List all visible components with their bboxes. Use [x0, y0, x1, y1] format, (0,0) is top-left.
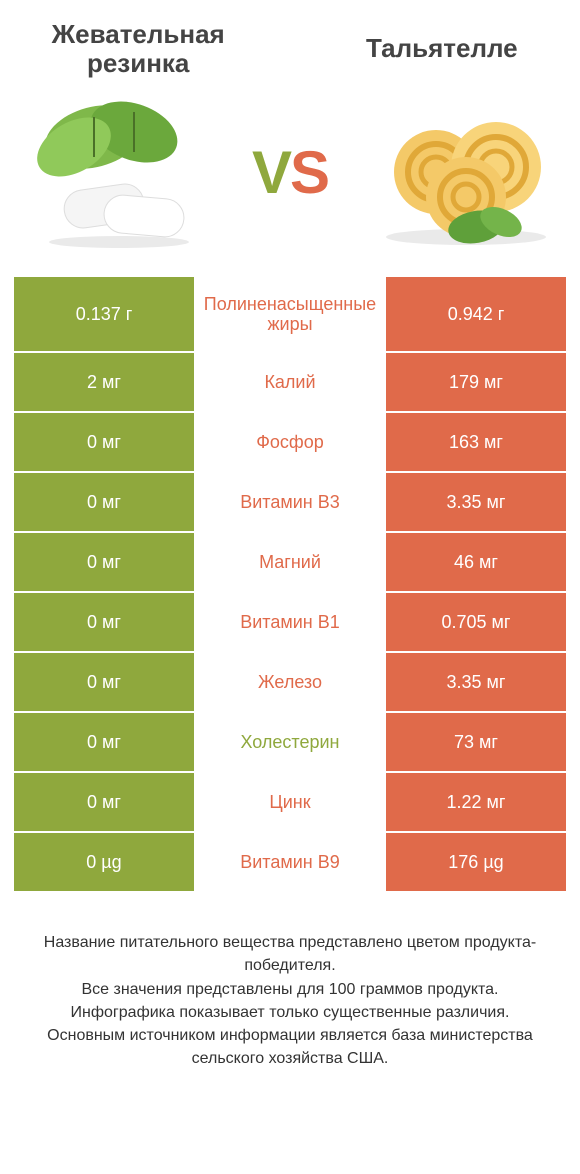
left-product-image	[14, 92, 214, 252]
comparison-table: 0.137 гПолиненасыщенные жиры0.942 г2 мгК…	[14, 277, 566, 891]
nutrient-label-cell: Витамин B9	[194, 833, 386, 891]
right-value-cell: 0.942 г	[386, 277, 566, 351]
table-row: 0 мгМагний46 мг	[14, 533, 566, 591]
nutrient-label-cell: Витамин B3	[194, 473, 386, 531]
right-product-image	[366, 92, 566, 252]
images-row: VS	[14, 92, 566, 252]
right-value-cell: 0.705 мг	[386, 593, 566, 651]
vs-v: V	[252, 139, 290, 206]
left-value-cell: 0 мг	[14, 473, 194, 531]
footer-line: Название питательного вещества представл…	[24, 931, 556, 977]
nutrient-label-cell: Полиненасыщенные жиры	[194, 277, 386, 351]
footer-line: Инфографика показывает только существенн…	[24, 1001, 556, 1024]
left-value-cell: 0.137 г	[14, 277, 194, 351]
vs-s: S	[290, 139, 328, 206]
footer-line: Основным источником информации является …	[24, 1024, 556, 1070]
left-value-cell: 0 мг	[14, 593, 194, 651]
right-value-cell: 176 µg	[386, 833, 566, 891]
right-value-cell: 163 мг	[386, 413, 566, 471]
right-value-cell: 46 мг	[386, 533, 566, 591]
table-row: 2 мгКалий179 мг	[14, 353, 566, 411]
table-row: 0 мгВитамин B10.705 мг	[14, 593, 566, 651]
footer-line: Все значения представлены для 100 граммо…	[24, 978, 556, 1001]
nutrient-label-cell: Цинк	[194, 773, 386, 831]
left-product-title: Жевательная резинка	[14, 20, 262, 77]
header-row: Жевательная резинка Тальятелле	[14, 20, 566, 77]
footer-notes: Название питательного вещества представл…	[14, 931, 566, 1070]
table-row: 0 мгЖелезо3.35 мг	[14, 653, 566, 711]
right-value-cell: 3.35 мг	[386, 473, 566, 531]
tagliatelle-icon	[366, 92, 566, 252]
right-value-cell: 1.22 мг	[386, 773, 566, 831]
nutrient-label-cell: Железо	[194, 653, 386, 711]
nutrient-label-cell: Магний	[194, 533, 386, 591]
gum-mint-icon	[14, 92, 214, 252]
table-row: 0 мгФосфор163 мг	[14, 413, 566, 471]
left-value-cell: 0 мг	[14, 713, 194, 771]
right-value-cell: 3.35 мг	[386, 653, 566, 711]
right-product-title: Тальятелле	[318, 34, 566, 63]
table-row: 0 мгВитамин B33.35 мг	[14, 473, 566, 531]
nutrient-label-cell: Витамин B1	[194, 593, 386, 651]
nutrient-label-cell: Фосфор	[194, 413, 386, 471]
nutrient-label-cell: Калий	[194, 353, 386, 411]
table-row: 0.137 гПолиненасыщенные жиры0.942 г	[14, 277, 566, 351]
right-value-cell: 179 мг	[386, 353, 566, 411]
left-value-cell: 0 µg	[14, 833, 194, 891]
vs-label: VS	[252, 138, 328, 207]
left-value-cell: 0 мг	[14, 653, 194, 711]
left-value-cell: 0 мг	[14, 773, 194, 831]
left-value-cell: 0 мг	[14, 533, 194, 591]
right-value-cell: 73 мг	[386, 713, 566, 771]
table-row: 0 мгХолестерин73 мг	[14, 713, 566, 771]
infographic-container: Жевательная резинка Тальятелле VS	[0, 0, 580, 1080]
table-row: 0 µgВитамин B9176 µg	[14, 833, 566, 891]
table-row: 0 мгЦинк1.22 мг	[14, 773, 566, 831]
left-value-cell: 2 мг	[14, 353, 194, 411]
left-value-cell: 0 мг	[14, 413, 194, 471]
nutrient-label-cell: Холестерин	[194, 713, 386, 771]
